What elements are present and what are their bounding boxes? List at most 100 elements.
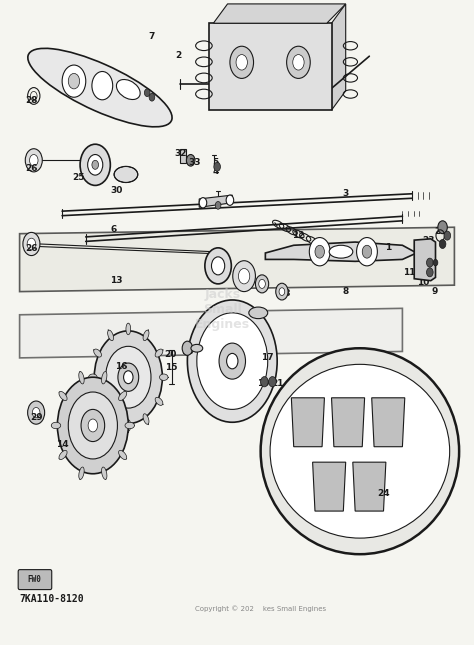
Ellipse shape [114, 166, 138, 183]
Bar [320, 472, 328, 484]
Ellipse shape [94, 397, 101, 405]
Circle shape [279, 288, 285, 295]
Circle shape [310, 237, 330, 266]
Circle shape [211, 257, 225, 275]
Text: 25: 25 [236, 275, 248, 284]
Circle shape [62, 65, 86, 97]
Ellipse shape [118, 450, 127, 460]
Ellipse shape [126, 420, 131, 432]
Circle shape [197, 313, 268, 410]
Text: 20: 20 [164, 350, 177, 359]
Text: 5: 5 [213, 159, 219, 168]
Text: 9: 9 [431, 287, 438, 296]
Text: 23: 23 [422, 236, 435, 245]
Ellipse shape [89, 374, 97, 381]
Bar [361, 490, 368, 502]
Text: 28: 28 [25, 96, 37, 105]
Circle shape [236, 55, 247, 70]
Circle shape [226, 195, 234, 205]
Circle shape [182, 341, 192, 355]
Ellipse shape [101, 372, 107, 384]
Bar [300, 426, 307, 439]
Text: FW0: FW0 [28, 575, 42, 584]
Circle shape [427, 258, 433, 267]
Text: 32: 32 [174, 150, 187, 159]
Text: 27: 27 [250, 310, 262, 319]
Ellipse shape [270, 364, 450, 538]
Ellipse shape [101, 467, 107, 479]
Ellipse shape [117, 79, 140, 99]
Text: 19: 19 [257, 379, 269, 388]
Circle shape [238, 268, 250, 284]
Text: 6: 6 [111, 224, 117, 233]
Circle shape [227, 353, 238, 369]
Ellipse shape [191, 344, 203, 352]
Text: 11: 11 [403, 268, 416, 277]
Circle shape [145, 89, 150, 97]
Text: 12: 12 [292, 231, 305, 240]
Text: 13: 13 [110, 276, 123, 285]
Ellipse shape [59, 450, 67, 460]
Text: Jacks
Small
Engines: Jacks Small Engines [195, 288, 250, 331]
Circle shape [186, 155, 195, 166]
Circle shape [276, 283, 288, 300]
Text: 1: 1 [385, 243, 392, 252]
Circle shape [439, 239, 446, 248]
Circle shape [32, 408, 40, 418]
Ellipse shape [155, 349, 163, 357]
Polygon shape [209, 23, 331, 110]
Circle shape [230, 46, 254, 79]
Circle shape [118, 363, 139, 392]
Text: 30: 30 [110, 186, 123, 195]
Circle shape [215, 201, 221, 209]
Text: 3: 3 [343, 189, 349, 198]
Bar [380, 426, 387, 439]
Circle shape [92, 72, 113, 100]
Ellipse shape [59, 392, 67, 401]
Circle shape [106, 346, 151, 408]
Ellipse shape [126, 323, 131, 335]
Bar [309, 408, 317, 421]
Polygon shape [331, 4, 346, 110]
Circle shape [68, 74, 80, 89]
Polygon shape [331, 398, 365, 447]
Text: 14: 14 [56, 441, 68, 450]
Bar [300, 408, 307, 421]
Circle shape [94, 331, 162, 424]
Circle shape [57, 377, 128, 473]
Ellipse shape [261, 348, 459, 554]
Circle shape [23, 232, 40, 255]
Circle shape [81, 410, 105, 442]
Circle shape [27, 401, 45, 424]
Polygon shape [353, 462, 386, 511]
Text: 8: 8 [343, 287, 349, 296]
Circle shape [80, 144, 110, 185]
Circle shape [187, 300, 277, 422]
Text: 25: 25 [73, 174, 85, 182]
Circle shape [293, 55, 304, 70]
Text: 26: 26 [257, 283, 269, 292]
Ellipse shape [108, 413, 114, 424]
Ellipse shape [249, 307, 268, 319]
Text: 29: 29 [30, 413, 43, 422]
Text: Copyright © 202    kes Small Engines: Copyright © 202 kes Small Engines [195, 606, 326, 612]
Bar [370, 472, 378, 484]
FancyBboxPatch shape [18, 570, 52, 590]
Circle shape [149, 94, 155, 101]
Circle shape [433, 259, 438, 266]
Ellipse shape [118, 392, 127, 401]
Ellipse shape [51, 422, 61, 429]
Circle shape [438, 221, 447, 233]
Polygon shape [213, 4, 346, 23]
Text: 17: 17 [261, 353, 274, 362]
Polygon shape [19, 227, 455, 292]
Circle shape [124, 371, 133, 384]
Polygon shape [414, 239, 436, 281]
Ellipse shape [79, 467, 84, 479]
Bar [349, 408, 356, 421]
Text: 26: 26 [25, 244, 37, 253]
Circle shape [92, 161, 99, 170]
Text: 7: 7 [149, 32, 155, 41]
Text: 4: 4 [212, 167, 219, 175]
Ellipse shape [125, 422, 135, 429]
